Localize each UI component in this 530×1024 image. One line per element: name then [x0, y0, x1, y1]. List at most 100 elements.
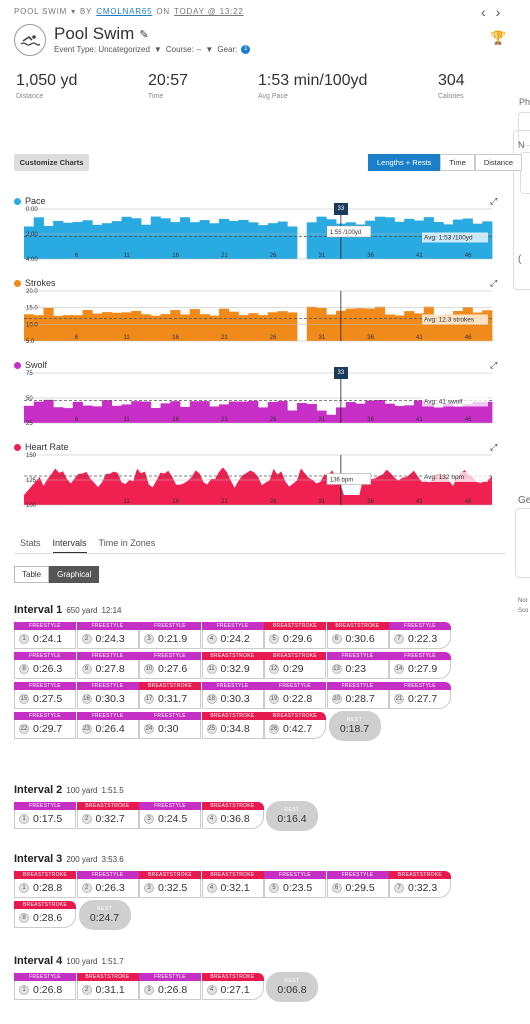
expand-icon[interactable]: ⤢ — [490, 278, 498, 288]
expand-icon[interactable]: ⤢ — [490, 442, 498, 452]
right-col-input[interactable] — [520, 152, 530, 194]
time-button[interactable]: Time — [440, 154, 475, 171]
chevron-down-icon[interactable]: ▼ — [153, 45, 162, 54]
y-tick-label: 2:00 — [26, 232, 38, 238]
length-cell[interactable]: BREASTSTROKE 3 0:32.5 — [139, 871, 201, 898]
length-cell[interactable]: FREESTYLE 10 0:27.6 — [139, 652, 201, 679]
length-cell[interactable]: BREASTSTROKE 2 0:32.7 — [76, 802, 139, 829]
rest-cell[interactable]: REST 0:16.4 — [266, 801, 318, 831]
expand-icon[interactable]: ⤢ — [490, 360, 498, 370]
x-tick-label: 6 — [75, 335, 79, 341]
breadcrumb-on: ON — [156, 7, 170, 16]
length-cell[interactable]: FREESTYLE 14 0:27.9 — [389, 652, 451, 679]
length-cell[interactable]: BREASTSTROKE 25 0:34.8 — [201, 712, 264, 739]
length-cell[interactable]: FREESTYLE 15 0:27.5 — [14, 682, 76, 709]
customize-charts-button[interactable]: Customize Charts — [14, 154, 89, 171]
length-cell[interactable]: BREASTSTROKE 17 0:31.7 — [139, 682, 201, 709]
length-cell[interactable]: FREESTYLE 21 0:27.7 — [389, 682, 451, 709]
length-cell[interactable]: BREASTSTROKE 7 0:32.3 — [389, 871, 451, 898]
hr-area — [24, 467, 492, 505]
length-cell[interactable]: BREASTSTROKE 26 0:42.7 — [264, 712, 326, 739]
date-link[interactable]: TODAY @ 13:22 — [173, 7, 244, 16]
length-cell[interactable]: FREESTYLE 1 0:26.8 — [14, 973, 76, 1000]
length-cell[interactable]: BREASTSTROKE 4 0:36.8 — [201, 802, 264, 829]
lengths-rests-button[interactable]: Lengths + Rests — [368, 154, 441, 171]
rest-cell[interactable]: REST 0:24.7 — [78, 900, 131, 930]
length-cell[interactable]: BREASTSTROKE 12 0:29 — [264, 652, 326, 679]
length-cell[interactable]: FREESTYLE 2 0:26.3 — [76, 871, 139, 898]
next-activity-icon[interactable]: › — [495, 4, 501, 20]
bar — [219, 404, 230, 423]
length-cell[interactable]: BREASTSTROKE 2 0:31.1 — [76, 973, 139, 1000]
length-cell[interactable]: FREESTYLE 5 0:23.5 — [264, 871, 326, 898]
length-cell[interactable]: FREESTYLE 18 0:30.3 — [201, 682, 264, 709]
length-cell[interactable]: FREESTYLE 7 0:22.3 — [389, 622, 451, 649]
table-view-button[interactable]: Table — [14, 566, 50, 583]
chart-strokes[interactable]: 20.0 15.0 10.0 5.0 Avg: 12.3 strokes 6 11 16 21 2… — [14, 287, 502, 349]
bar — [150, 315, 161, 341]
interval-title: Interval 3 — [14, 853, 63, 865]
trophy-icon[interactable]: 🏆 — [490, 30, 507, 45]
chart-heart-rate[interactable]: 150 125 100 Avg: 132 bpm 11 16 21 26 31 36 41 46 136… — [14, 451, 502, 513]
bar — [462, 404, 473, 423]
gear-count-badge[interactable]: 1 — [241, 45, 251, 54]
length-cell[interactable]: BREASTSTROKE 4 0:32.1 — [201, 871, 264, 898]
tab-time-in-zones[interactable]: Time in Zones — [98, 538, 156, 548]
length-cell[interactable]: FREESTYLE 3 0:24.5 — [139, 802, 201, 829]
pencil-icon[interactable]: ✎ — [139, 28, 149, 41]
length-cell[interactable]: BREASTSTROKE 6 0:30.6 — [326, 622, 389, 649]
bar — [384, 314, 395, 341]
stat-distance: 1,050 yd Distance — [16, 72, 77, 100]
chart-pace[interactable]: 0:00 2:00 4:00 Avg: 1:53 /100yd 6 11 16 21 26 31 3… — [14, 205, 502, 267]
length-cell[interactable]: FREESTYLE 22 0:29.7 — [14, 712, 76, 739]
event-type[interactable]: Event Type: Uncategorized — [54, 45, 150, 54]
length-cell[interactable]: FREESTYLE 8 0:26.3 — [14, 652, 76, 679]
chart-title: Strokes — [25, 278, 56, 288]
length-cell[interactable]: BREASTSTROKE 1 0:28.8 — [14, 871, 76, 898]
bar — [53, 220, 64, 259]
x-tick-label: 11 — [124, 335, 131, 341]
bar — [277, 401, 288, 423]
length-cell[interactable]: FREESTYLE 23 0:26.4 — [76, 712, 139, 739]
stat-value: 20:57 — [148, 72, 189, 89]
length-cell[interactable]: FREESTYLE 9 0:27.8 — [76, 652, 139, 679]
length-time: 0:24.3 — [95, 633, 125, 645]
length-number: 11 — [206, 664, 217, 674]
length-cell[interactable]: BREASTSTROKE 4 0:27.1 — [201, 973, 264, 1000]
stat-avg-pace: 1:53 min/100yd Avg Pace — [258, 72, 367, 100]
length-cell[interactable]: FREESTYLE 19 0:22.8 — [264, 682, 326, 709]
length-cell[interactable]: BREASTSTROKE 11 0:32.9 — [201, 652, 264, 679]
bar — [248, 222, 259, 259]
length-cell[interactable]: BREASTSTROKE 8 0:28.6 — [14, 901, 76, 928]
length-cell[interactable]: FREESTYLE 4 0:24.2 — [201, 622, 264, 649]
length-cell[interactable]: FREESTYLE 20 0:28.7 — [326, 682, 389, 709]
length-time: 0:27.1 — [220, 984, 250, 996]
length-cell[interactable]: FREESTYLE 6 0:29.5 — [326, 871, 389, 898]
graphical-view-button[interactable]: Graphical — [49, 566, 100, 583]
tab-stats[interactable]: Stats — [20, 538, 41, 548]
prev-activity-icon[interactable]: ‹ — [481, 4, 486, 20]
length-cell[interactable]: FREESTYLE 24 0:30 — [139, 712, 201, 739]
expand-icon[interactable]: ⤢ — [490, 196, 498, 206]
rest-cell[interactable]: REST 0:18.7 — [328, 711, 381, 741]
course[interactable]: Course: -- — [165, 45, 202, 54]
length-cell[interactable]: FREESTYLE 13 0:23 — [326, 652, 389, 679]
bar — [482, 401, 493, 423]
chart-swolf[interactable]: 75 50 25 Avg: 41 swolf 6 11 16 21 26 31 36 41 46 — [14, 369, 502, 431]
length-cell[interactable]: FREESTYLE 3 0:26.8 — [139, 973, 201, 1000]
distance-button[interactable]: Distance — [474, 154, 522, 171]
length-body: 3 0:24.5 — [139, 810, 201, 829]
chevron-down-icon[interactable]: ▾ — [71, 7, 76, 16]
chevron-down-icon[interactable]: ▼ — [205, 45, 214, 54]
user-link[interactable]: CMOLNAR65 — [96, 7, 153, 16]
length-cell[interactable]: FREESTYLE 16 0:30.3 — [76, 682, 139, 709]
length-number: 8 — [19, 913, 29, 923]
length-cell[interactable]: FREESTYLE 3 0:21.9 — [139, 622, 201, 649]
stroke-type-label: FREESTYLE — [264, 871, 326, 879]
tab-intervals[interactable]: Intervals — [52, 538, 87, 554]
length-cell[interactable]: FREESTYLE 1 0:24.1 — [14, 622, 76, 649]
rest-cell[interactable]: REST 0:06.8 — [266, 972, 318, 1002]
length-cell[interactable]: BREASTSTROKE 5 0:29.6 — [264, 622, 326, 649]
length-cell[interactable]: FREESTYLE 1 0:17.5 — [14, 802, 76, 829]
length-cell[interactable]: FREESTYLE 2 0:24.3 — [76, 622, 139, 649]
